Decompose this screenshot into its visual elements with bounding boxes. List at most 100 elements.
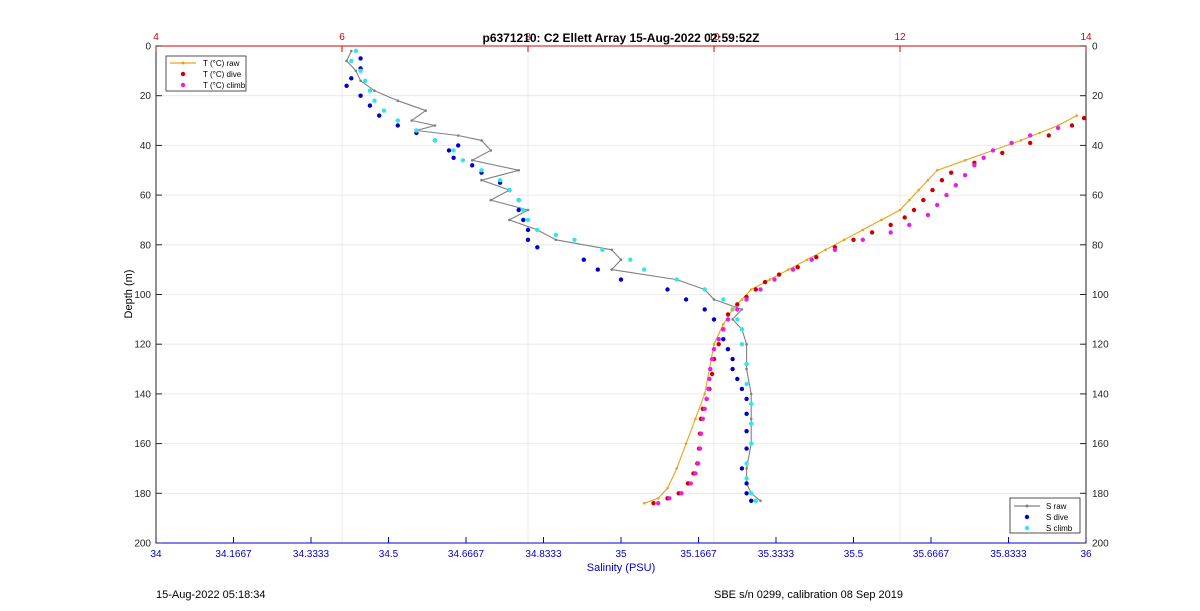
point-t-c-raw <box>861 228 865 232</box>
point-t-c-dive <box>814 255 819 260</box>
footer-timestamp: 15-Aug-2022 05:18:34 <box>156 589 266 601</box>
right-tick-label: 180 <box>1092 489 1109 500</box>
point-s-climb <box>749 491 754 496</box>
legend-s-raw-label: S raw <box>1046 502 1067 511</box>
point-s-raw <box>759 499 762 503</box>
point-s-raw <box>619 258 623 262</box>
point-t-c-climb <box>700 416 705 421</box>
point-s-dive <box>358 93 363 98</box>
point-t-c-climb <box>981 155 986 160</box>
bottom-tick-label: 34.1667 <box>215 549 252 560</box>
point-s-raw <box>456 134 460 137</box>
point-t-c-climb <box>935 202 940 208</box>
point-t-c-climb <box>679 491 684 496</box>
point-t-c-raw <box>684 442 688 445</box>
legend-s-dive-label: S dive <box>1046 513 1069 522</box>
point-t-c-dive <box>651 501 656 506</box>
point-t-c-climb <box>809 257 814 262</box>
point-s-raw <box>350 49 353 53</box>
chart-title: p6371210: C2 Ellett Array 15-Aug-2022 02… <box>482 31 759 45</box>
point-s-dive <box>739 466 745 471</box>
point-t-c-climb <box>944 192 949 198</box>
left-tick-label: 200 <box>134 539 151 550</box>
point-t-c-climb <box>962 173 968 178</box>
point-t-c-dive <box>869 230 875 235</box>
point-s-dive <box>581 257 586 262</box>
grid <box>155 45 1087 544</box>
point-s-dive <box>711 317 717 322</box>
right-tick-label: 60 <box>1092 191 1104 202</box>
point-t-c-dive <box>911 207 917 213</box>
point-t-c-dive <box>1028 140 1033 146</box>
bottom-tick-label: 34.6667 <box>448 549 485 560</box>
point-t-c-dive <box>716 342 721 347</box>
bottom-tick-label: 34.5 <box>379 549 399 560</box>
point-t-c-raw <box>805 258 809 262</box>
point-s-dive <box>744 491 749 496</box>
point-t-c-climb <box>725 317 731 322</box>
left-tick-label: 120 <box>134 340 151 351</box>
point-t-c-dive <box>851 237 856 242</box>
point-s-dive <box>358 56 363 61</box>
point-s-climb <box>744 461 749 466</box>
point-s-raw <box>489 198 493 202</box>
left-tick-label: 60 <box>140 191 152 202</box>
point-s-dive <box>749 498 754 503</box>
point-s-climb <box>381 108 387 113</box>
point-s-climb <box>739 342 745 347</box>
point-s-raw <box>480 139 483 142</box>
point-t-c-climb <box>702 406 707 411</box>
point-s-dive <box>730 356 735 362</box>
point-t-c-climb <box>721 327 726 332</box>
point-s-dive <box>744 396 749 402</box>
point-s-climb <box>349 58 354 64</box>
right-tick-label: 120 <box>1092 340 1109 351</box>
point-s-raw <box>359 79 362 83</box>
point-s-dive <box>721 337 726 342</box>
point-s-raw <box>373 89 376 92</box>
point-s-dive <box>367 103 373 108</box>
point-s-dive <box>344 83 349 89</box>
series-line-t-c-raw <box>644 115 1077 504</box>
point-s-raw <box>424 109 428 112</box>
point-t-c-dive <box>1069 123 1075 128</box>
point-s-climb <box>372 98 377 103</box>
point-t-c-climb <box>711 347 717 352</box>
left-tick-label: 40 <box>140 141 152 152</box>
legend-t-climb-marker <box>180 82 186 88</box>
point-t-c-raw <box>1019 139 1023 142</box>
legend-t-dive-marker <box>180 71 186 77</box>
point-s-climb <box>702 287 707 292</box>
legend-temperature: T (°C) raw T (°C) dive T (°C) climb <box>165 55 247 92</box>
point-t-c-dive <box>776 272 782 277</box>
point-s-climb <box>744 361 749 367</box>
bottom-tick-label: 35.3333 <box>758 549 795 560</box>
point-s-dive <box>349 76 354 81</box>
point-t-c-raw <box>1038 131 1041 135</box>
point-s-dive <box>516 207 521 213</box>
point-t-c-climb <box>1028 133 1033 138</box>
point-t-c-dive <box>753 287 758 292</box>
point-s-climb <box>749 441 754 446</box>
point-t-c-climb <box>693 471 698 476</box>
point-s-raw <box>745 467 748 470</box>
point-t-c-climb <box>925 212 931 218</box>
point-t-c-raw <box>787 268 790 271</box>
legend-s-climb-marker <box>1024 525 1030 531</box>
top-tick-label: 8 <box>525 32 531 43</box>
point-s-dive <box>395 123 400 128</box>
point-s-dive <box>730 366 735 372</box>
point-t-c-climb <box>656 501 661 506</box>
point-s-dive <box>744 429 749 434</box>
point-s-climb <box>451 148 456 153</box>
point-t-c-climb <box>953 183 958 188</box>
bottom-tick-label: 34 <box>150 549 162 560</box>
point-s-climb <box>535 227 540 233</box>
point-t-c-raw <box>731 308 734 311</box>
point-t-c-raw <box>712 342 716 346</box>
left-tick-label: 20 <box>140 91 152 102</box>
point-t-c-raw <box>898 208 902 212</box>
top-tick-label: 10 <box>708 32 720 43</box>
point-s-dive <box>525 227 531 233</box>
point-s-climb <box>395 118 400 123</box>
